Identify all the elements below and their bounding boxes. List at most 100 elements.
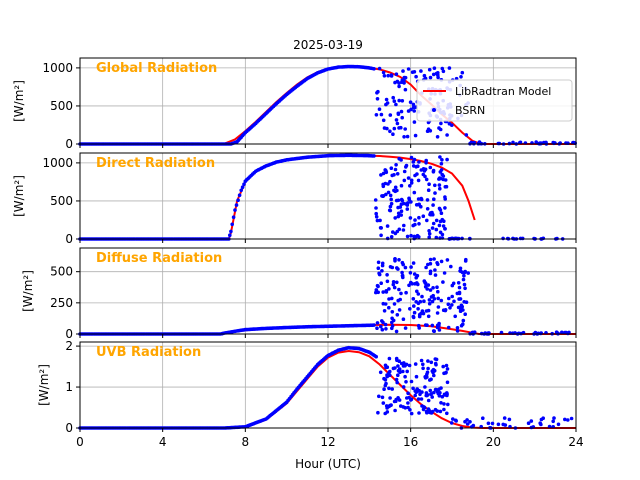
- bsrn-point: [440, 394, 445, 399]
- bsrn-point: [430, 226, 435, 230]
- bsrn-point: [383, 378, 388, 382]
- bsrn-point: [383, 322, 388, 327]
- bsrn-point: [428, 388, 433, 393]
- bsrn-point: [391, 366, 396, 371]
- bsrn-point: [431, 168, 436, 173]
- bsrn-point: [410, 282, 415, 286]
- bsrn-point: [390, 324, 395, 328]
- bsrn-point: [374, 215, 379, 219]
- bsrn-point: [374, 113, 379, 117]
- bsrn-point: [426, 262, 430, 267]
- bsrn-point: [404, 290, 408, 295]
- bsrn-point: [422, 405, 426, 409]
- bsrn-point: [405, 396, 409, 400]
- bsrn-point: [373, 198, 378, 202]
- x-tick-label: 16: [403, 435, 418, 449]
- bsrn-point: [425, 218, 429, 223]
- bsrn-point: [392, 302, 397, 306]
- bsrn-point: [414, 275, 419, 280]
- bsrn-point: [422, 73, 427, 78]
- bsrn-point: [419, 69, 423, 73]
- x-tick-label: 20: [486, 435, 501, 449]
- bsrn-point: [439, 161, 444, 166]
- bsrn-point: [384, 97, 389, 102]
- bsrn-point: [377, 394, 381, 399]
- bsrn-point: [394, 102, 398, 107]
- bsrn-point: [459, 269, 463, 274]
- bsrn-point: [443, 178, 448, 182]
- bsrn-point: [417, 222, 421, 226]
- bsrn-point: [395, 121, 400, 126]
- bsrn-point: [423, 167, 428, 172]
- bsrn-point: [427, 232, 432, 236]
- bsrn-point: [377, 272, 382, 277]
- bsrn-point: [379, 226, 384, 230]
- bsrn-point: [417, 235, 421, 239]
- bsrn-point: [416, 323, 421, 328]
- y-tick-label: 1: [65, 380, 73, 394]
- bsrn-point: [382, 74, 387, 78]
- bsrn-point: [403, 265, 408, 270]
- bsrn-point: [400, 270, 404, 275]
- bsrn-point: [432, 373, 436, 378]
- bsrn-point: [551, 140, 555, 145]
- y-tick-label: 2: [65, 339, 73, 353]
- bsrn-point: [395, 380, 400, 385]
- bsrn-point: [396, 267, 400, 271]
- bsrn-point: [424, 158, 429, 163]
- bsrn-point: [518, 236, 523, 241]
- bsrn-point: [384, 327, 388, 331]
- bsrn-point: [422, 299, 426, 304]
- bsrn-point: [451, 417, 455, 421]
- bsrn-point: [387, 356, 392, 361]
- bsrn-point: [449, 421, 454, 425]
- bsrn-point: [461, 277, 466, 282]
- bsrn-point: [379, 233, 383, 238]
- bsrn-point: [443, 308, 448, 312]
- bsrn-point: [395, 172, 400, 176]
- bsrn-point: [417, 312, 422, 317]
- bsrn-point: [423, 174, 427, 179]
- bsrn-point: [391, 132, 395, 136]
- bsrn-point: [229, 229, 233, 234]
- bsrn-point: [428, 288, 433, 292]
- bsrn-point: [450, 294, 455, 299]
- bsrn-point: [397, 258, 401, 262]
- bsrn-point: [398, 370, 402, 375]
- bsrn-point: [385, 224, 390, 228]
- bsrn-point: [406, 67, 411, 71]
- bsrn-point: [381, 301, 386, 306]
- bsrn-point: [438, 391, 442, 395]
- bsrn-point: [411, 164, 416, 168]
- chart-title: 2025-03-19: [293, 38, 363, 52]
- bsrn-point: [376, 266, 381, 271]
- bsrn-point: [376, 260, 381, 265]
- bsrn-point: [421, 362, 425, 367]
- bsrn-point: [409, 398, 413, 402]
- bsrn-point: [402, 223, 406, 228]
- bsrn-point: [405, 234, 410, 239]
- bsrn-point: [457, 285, 462, 290]
- bsrn-point: [435, 135, 440, 139]
- bsrn-point: [431, 286, 435, 290]
- bsrn-point: [397, 367, 402, 371]
- bsrn-point: [408, 216, 413, 220]
- bsrn-point: [395, 280, 399, 285]
- bsrn-point: [231, 215, 236, 219]
- bsrn-point: [387, 287, 391, 291]
- bsrn-point: [433, 387, 438, 392]
- bsrn-point: [442, 407, 446, 412]
- bsrn-point: [434, 235, 439, 240]
- bsrn-point: [397, 287, 401, 292]
- bsrn-point: [391, 230, 395, 234]
- bsrn-point: [401, 275, 405, 280]
- bsrn-point: [414, 374, 419, 379]
- bsrn-point: [408, 307, 412, 311]
- bsrn-point: [409, 155, 414, 160]
- bsrn-point: [392, 285, 397, 290]
- bsrn-point: [388, 204, 393, 209]
- bsrn-point: [380, 395, 385, 400]
- bsrn-point: [383, 383, 388, 388]
- panel-title: Global Radiation: [96, 61, 217, 76]
- bsrn-point: [394, 399, 398, 404]
